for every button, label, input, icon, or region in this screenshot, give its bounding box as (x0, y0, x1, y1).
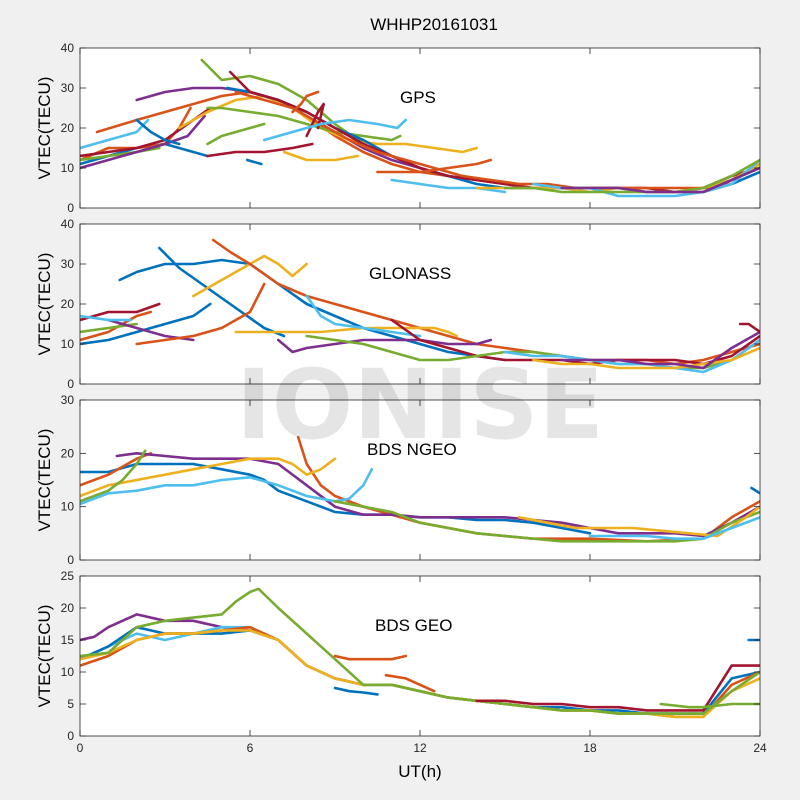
y-tick-label: 10 (61, 665, 75, 679)
y-tick-label: 20 (61, 121, 75, 135)
series-line (80, 302, 161, 322)
plot-area (80, 224, 760, 384)
series-line (305, 334, 760, 370)
y-tick-label: 30 (61, 81, 75, 95)
series-line (80, 467, 374, 506)
x-tick-label: 12 (413, 741, 427, 755)
series-line (588, 515, 760, 541)
panels: 0 10 20 30 40 GPS VTEC(TECU) 0 10 20 30 40 GLONASS VT… (35, 41, 767, 755)
series-line (80, 451, 153, 487)
series-line (282, 150, 360, 162)
y-tick-label: 40 (61, 41, 75, 55)
panel-label: GLONASS (369, 264, 451, 283)
y-tick-label: 10 (61, 337, 75, 351)
series-line (80, 106, 192, 162)
series-line (333, 686, 379, 696)
series-line (333, 654, 408, 661)
series-line (750, 486, 760, 495)
panel-2: 0 10 20 30 BDS NGEO VTEC(TECU) (35, 393, 761, 567)
series-line (262, 118, 408, 142)
series-line (305, 102, 326, 138)
x-tick-label: 24 (753, 741, 767, 755)
y-axis-label: VTEC(TECU) (35, 253, 54, 356)
series-line (80, 114, 206, 170)
series-line (192, 254, 309, 298)
y-tick-label: 20 (61, 297, 75, 311)
series-line (80, 462, 592, 535)
series-line (80, 302, 212, 346)
series-line (234, 326, 459, 338)
series-line (531, 346, 760, 370)
series-line (80, 449, 147, 503)
series-line (206, 142, 314, 158)
series-line (560, 166, 760, 194)
y-tick-label: 10 (61, 500, 75, 514)
x-axis-label: UT(h) (398, 762, 441, 781)
series-line (200, 58, 365, 146)
y-tick-label: 0 (67, 201, 74, 215)
series-line (390, 318, 760, 366)
series-line (475, 664, 760, 712)
y-axis-label: VTEC(TECU) (35, 605, 54, 708)
figure-title: WHHP20161031 (370, 15, 498, 34)
panel-1: 0 10 20 30 40 GLONASS VTEC(TECU) (35, 217, 761, 391)
series-line (135, 118, 181, 146)
series-line (206, 106, 402, 142)
panel-0: 0 10 20 30 40 GPS VTEC(TECU) (35, 41, 761, 215)
panel-label: BDS GEO (375, 616, 452, 635)
series-line (560, 330, 760, 370)
series-group (80, 435, 760, 543)
series-line (276, 338, 493, 354)
y-axis-label: VTEC(TECU) (35, 429, 54, 532)
panel-label: GPS (400, 88, 436, 107)
series-group (80, 238, 760, 374)
panel-3: 0 5 10 15 20 25 0 6 12 18 24 BDS GEO VTEC(TECU) (35, 569, 767, 755)
series-line (503, 338, 760, 374)
series-line (80, 314, 133, 322)
y-tick-label: 40 (61, 217, 75, 231)
y-tick-label: 10 (61, 161, 75, 175)
series-line (659, 702, 760, 709)
series-line (305, 294, 422, 338)
series-line (177, 94, 479, 154)
series-line (738, 322, 760, 334)
series-group (80, 58, 760, 198)
y-tick-label: 0 (67, 729, 74, 743)
x-tick-label: 6 (247, 741, 254, 755)
series-line (206, 122, 266, 146)
y-tick-label: 25 (61, 569, 75, 583)
y-tick-label: 0 (67, 553, 74, 567)
series-line (80, 587, 760, 715)
y-tick-label: 30 (61, 257, 75, 271)
series-line (80, 457, 337, 498)
series-group (80, 587, 760, 719)
y-tick-label: 20 (61, 446, 75, 460)
series-line (135, 282, 266, 346)
series-line (384, 673, 436, 693)
series-line (158, 246, 286, 338)
panel-label: BDS NGEO (367, 440, 457, 459)
series-line (291, 90, 320, 114)
y-tick-label: 0 (67, 377, 74, 391)
series-line (503, 158, 760, 194)
x-tick-label: 0 (77, 741, 84, 755)
y-tick-label: 15 (61, 633, 75, 647)
series-line (376, 158, 493, 174)
watermark: IONISE (236, 349, 604, 461)
x-tick-label: 18 (583, 741, 597, 755)
y-tick-label: 20 (61, 601, 75, 615)
plot-area (80, 576, 760, 736)
series-line (245, 158, 263, 166)
y-tick-label: 5 (67, 697, 74, 711)
series-line (390, 178, 507, 194)
y-axis-label: VTEC(TECU) (35, 77, 54, 180)
series-line (234, 90, 760, 190)
y-tick-label: 30 (61, 393, 75, 407)
series-line (115, 451, 760, 538)
